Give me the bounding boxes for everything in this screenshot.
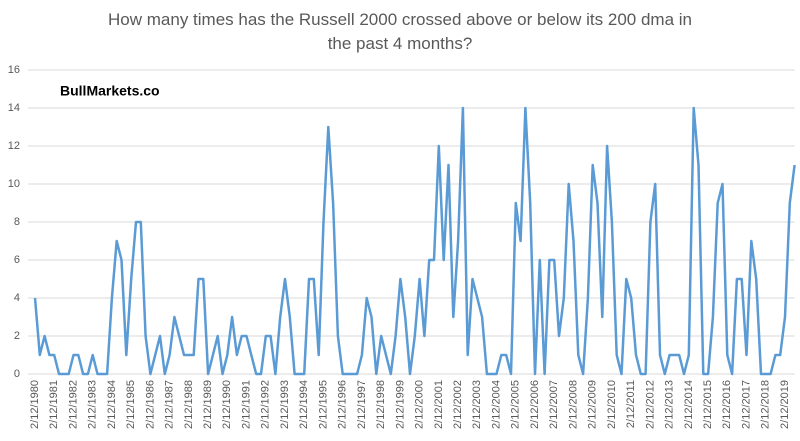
x-tick-label: 2/12/2001	[433, 380, 445, 429]
x-tick-label: 2/12/1996	[337, 380, 349, 429]
y-tick-label: 6	[14, 254, 20, 266]
watermark: BullMarkets.co	[60, 83, 160, 99]
x-tick-label: 2/12/2015	[702, 380, 714, 429]
x-tick-label: 2/12/1988	[183, 380, 195, 429]
x-tick-label: 2/12/2011	[625, 380, 637, 428]
x-tick-label: 2/12/1995	[317, 380, 329, 429]
x-tick-label: 2/12/1985	[125, 380, 137, 429]
x-tick-label: 2/12/1990	[221, 380, 233, 429]
x-tick-label: 2/12/2002	[452, 380, 464, 429]
x-tick-label: 2/12/2004	[490, 380, 502, 429]
x-tick-label: 2/12/2014	[683, 380, 695, 429]
y-tick-label: 10	[8, 178, 20, 190]
x-tick-label: 2/12/2019	[779, 380, 791, 429]
x-tick-label: 2/12/1994	[298, 380, 310, 429]
x-tick-label: 2/12/2009	[587, 380, 599, 429]
data-line	[33, 106, 796, 376]
x-tick-label: 2/12/1986	[144, 380, 156, 429]
x-tick-label: 2/12/1992	[260, 380, 272, 429]
chart-title: How many times has the Russell 2000 cros…	[108, 10, 692, 53]
x-tick-label: 2/12/1982	[67, 380, 79, 429]
x-tick-label: 2/12/2005	[510, 380, 522, 429]
x-tick-label: 2/12/2010	[606, 380, 618, 429]
x-tick-label: 2/12/1989	[202, 380, 214, 429]
y-tick-label: 16	[8, 64, 20, 76]
y-tick-label: 12	[8, 140, 20, 152]
x-tick-label: 2/12/2013	[664, 380, 676, 429]
y-tick-label: 2	[14, 330, 20, 342]
x-tick-label: 2/12/2007	[548, 380, 560, 429]
x-tick-label: 2/12/1981	[48, 380, 60, 429]
x-tick-label: 2/12/2018	[760, 380, 772, 429]
y-tick-label: 8	[14, 216, 20, 228]
x-tick-label: 2/12/2008	[567, 380, 579, 429]
x-tick-label: 2/12/1980	[29, 380, 41, 429]
x-tick-label: 2/12/1984	[106, 380, 118, 429]
y-tick-label: 14	[8, 102, 20, 114]
x-tick-label: 2/12/1991	[240, 380, 252, 429]
x-tick-label: 2/12/2000	[414, 380, 426, 429]
x-tick-label: 2/12/2006	[529, 380, 541, 429]
y-tick-label: 0	[14, 368, 20, 380]
x-tick-label: 2/12/2016	[721, 380, 733, 429]
x-tick-label: 2/12/1998	[375, 380, 387, 429]
x-tick-label: 2/12/1997	[356, 380, 368, 429]
x-tick-label: 2/12/2017	[740, 380, 752, 429]
x-tick-label: 2/12/1999	[394, 380, 406, 429]
y-tick-label: 4	[14, 292, 20, 304]
x-tick-label: 2/12/1993	[279, 380, 291, 429]
x-tick-label: 2/12/2003	[471, 380, 483, 429]
x-tick-label: 2/12/1983	[87, 380, 99, 429]
x-tick-label: 2/12/1987	[164, 380, 176, 429]
x-tick-label: 2/12/2012	[644, 380, 656, 429]
